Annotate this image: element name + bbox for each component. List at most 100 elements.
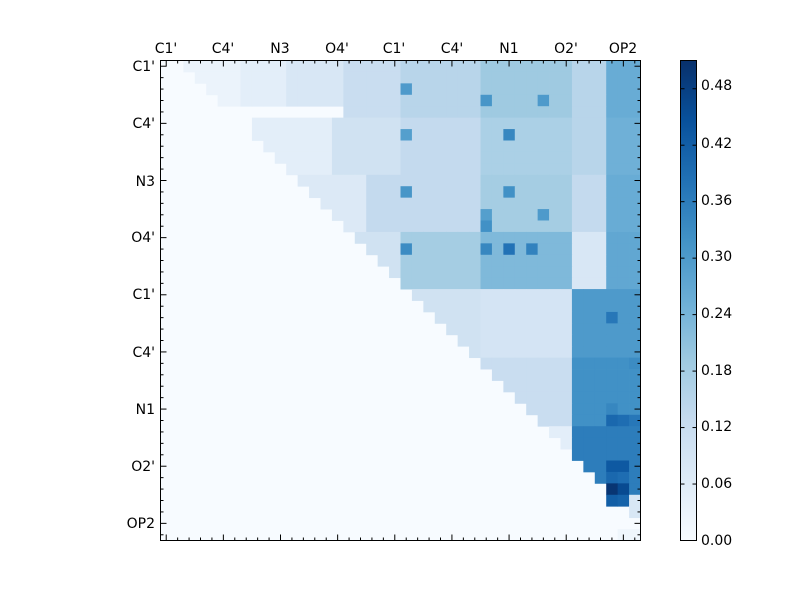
heatmap-cell [366,220,379,233]
heatmap-cell [526,403,539,416]
heatmap-cell [537,311,550,324]
y-tick-label: O2' [131,459,155,475]
heatmap-cell [560,414,573,427]
heatmap-cell [423,117,436,130]
heatmap-cell [606,197,619,210]
heatmap-cell [343,174,356,187]
heatmap-cell [377,209,390,221]
heatmap-cell [583,140,596,153]
heatmap-cell [571,106,584,119]
heatmap-cell [526,151,539,164]
heatmap-cell [606,460,619,473]
heatmap-cell [549,60,561,73]
heatmap-cell [571,197,584,210]
heatmap-cell [366,71,379,84]
heatmap-cell [389,94,401,107]
heatmap-cell [251,71,264,84]
heatmap-cell [469,231,481,244]
heatmap-cell [354,117,367,130]
heatmap-cell [411,254,424,267]
heatmap-cell [606,346,619,359]
y-tick-label: C1' [132,287,155,303]
heatmap-cell [560,300,573,313]
heatmap-cell [606,277,619,290]
heatmap-cell [503,117,516,130]
heatmap-cell [503,231,516,244]
heatmap-cell [549,209,561,221]
heatmap-cell [571,357,584,370]
heatmap-cell [503,83,516,96]
heatmap-cell [389,117,401,130]
heatmap-cell [583,460,596,473]
heatmap-cell [549,380,561,393]
heatmap-cell [583,71,596,84]
heatmap-cell [331,94,344,107]
heatmap-cell [434,300,447,313]
heatmap-cell [560,220,573,233]
heatmap-cell [331,163,344,176]
heatmap-cell [366,186,379,199]
heatmap-cell [560,380,573,393]
heatmap-cell [446,220,459,233]
heatmap-cell [423,197,436,210]
heatmap-cell [457,106,470,119]
heatmap-cell [366,83,379,96]
heatmap-cell [617,483,630,496]
heatmap-cell [537,380,550,393]
heatmap-cell [560,346,573,359]
heatmap-cell [629,254,641,267]
heatmap-cell [617,323,630,336]
heatmap-cell [491,289,504,301]
heatmap-cell [606,220,619,233]
heatmap-cell [594,106,607,119]
heatmap-cell [434,197,447,210]
heatmap-cell [617,106,630,119]
heatmap-cell [514,174,527,187]
heatmap-cell [446,129,459,141]
heatmap-cell [366,117,379,130]
heatmap-cell [617,151,630,164]
heatmap-cell [526,357,539,370]
heatmap-cell [331,140,344,153]
heatmap-cell [434,254,447,267]
heatmap-cell [549,403,561,416]
heatmap-cell [571,151,584,164]
heatmap-cell [457,243,470,256]
heatmap-cell [377,83,390,96]
heatmap-cell [491,94,504,107]
heatmap-cell [571,174,584,187]
heatmap-cell [389,209,401,221]
heatmap-cell [526,220,539,233]
heatmap-cell [629,369,641,381]
heatmap-cell [537,289,550,301]
heatmap-cell [606,106,619,119]
heatmap-cell [434,209,447,221]
heatmap-cell [629,83,641,96]
colorbar-tick-label: 0.30 [701,249,732,265]
heatmap-cell [377,151,390,164]
heatmap-cell [354,140,367,153]
heatmap-cell [331,209,344,221]
heatmap-cell [331,151,344,164]
heatmap-cell [411,117,424,130]
heatmap-cell [571,449,584,461]
heatmap-cell [469,289,481,301]
heatmap-cell [571,369,584,381]
heatmap-cell [526,266,539,279]
heatmap-cell [514,243,527,256]
heatmap-cell [457,254,470,267]
heatmap-cell [629,357,641,370]
heatmap-cell [583,243,596,256]
heatmap-cell [469,311,481,324]
heatmap-cell [491,151,504,164]
heatmap-cell [537,151,550,164]
heatmap-cell [583,94,596,107]
heatmap-cell [571,186,584,199]
heatmap-cell [549,277,561,290]
heatmap-cell [594,163,607,176]
heatmap-cell [423,106,436,119]
heatmap-cell [560,403,573,416]
heatmap-cell [263,94,276,107]
heatmap-cell [526,197,539,210]
heatmap-cell [469,220,481,233]
